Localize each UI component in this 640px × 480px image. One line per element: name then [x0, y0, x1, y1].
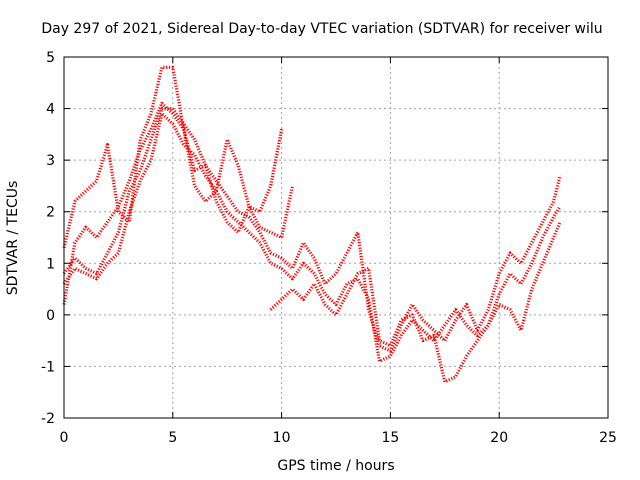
y-tick-label: -1 — [41, 359, 55, 375]
x-tick-label: 10 — [273, 430, 291, 446]
series-trace-1 — [62, 65, 284, 249]
x-tick-label: 15 — [381, 430, 399, 446]
series-layer — [62, 65, 562, 384]
x-tick-label: 25 — [599, 430, 617, 446]
tick-layer: 0 5 10 15 20 25 -2 -1 0 1 2 3 4 5 — [41, 50, 617, 446]
series-trace-2 — [62, 101, 295, 305]
series-trace-4 — [62, 112, 562, 363]
y-tick-label: 2 — [46, 205, 55, 221]
y-tick-label: 0 — [46, 308, 55, 324]
x-tick-label: 0 — [60, 430, 69, 446]
y-tick-label: -2 — [41, 411, 55, 427]
x-tick-label: 20 — [490, 430, 508, 446]
series-trace-3 — [62, 106, 562, 353]
chart-title: Day 297 of 2021, Sidereal Day-to-day VTE… — [41, 21, 602, 37]
y-tick-label: 1 — [46, 256, 55, 272]
grid-layer — [64, 57, 608, 418]
y-axis-label: SDTVAR / TECUs — [5, 181, 21, 296]
y-tick-label: 5 — [46, 50, 55, 66]
plot-frame — [63, 56, 609, 419]
y-tick-label: 3 — [46, 153, 55, 169]
y-tick-label: 4 — [46, 102, 55, 118]
series-trace-5 — [269, 221, 562, 384]
x-axis-label: GPS time / hours — [277, 458, 394, 474]
x-tick-label: 5 — [168, 430, 177, 446]
